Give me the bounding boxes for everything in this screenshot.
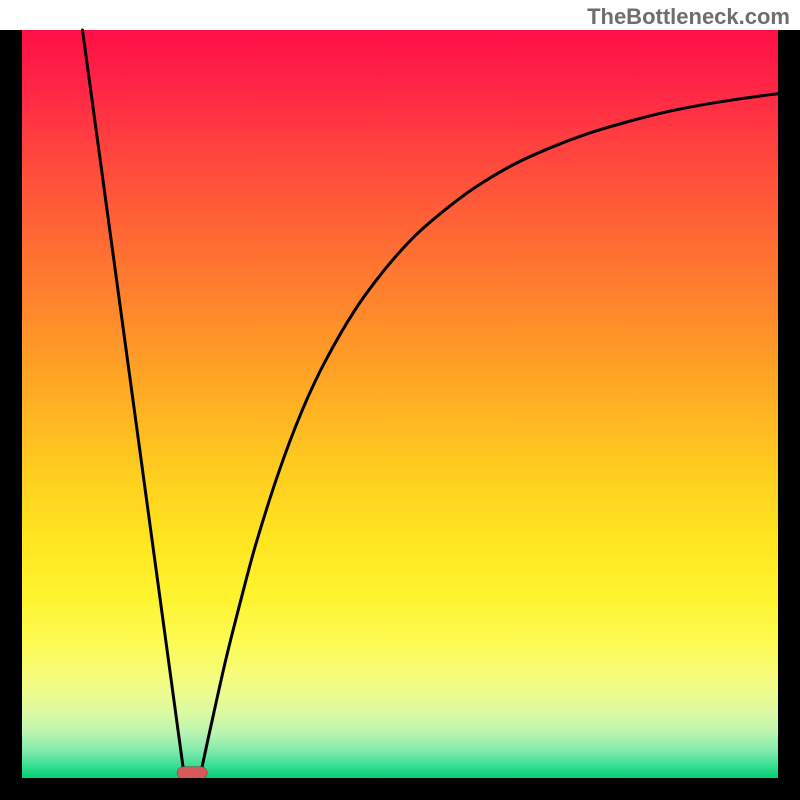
frame-left (0, 30, 22, 800)
frame-right (778, 30, 800, 800)
minimum-marker (177, 767, 207, 779)
watermark-text: TheBottleneck.com (587, 4, 790, 30)
plot-background (22, 30, 778, 778)
chart-svg (0, 0, 800, 800)
bottleneck-chart: TheBottleneck.com (0, 0, 800, 800)
frame-bottom (0, 778, 800, 800)
